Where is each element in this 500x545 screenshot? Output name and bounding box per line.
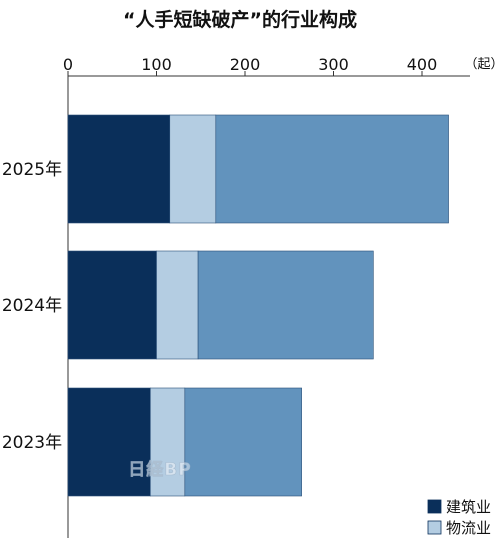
bar-2024-segment-2	[156, 250, 199, 360]
bar-2023-segment-2	[150, 387, 186, 497]
bar-2025-segment-1	[67, 114, 171, 224]
x-tick-label-0: 0	[63, 55, 73, 74]
category-label-2024: 2024年	[2, 296, 62, 316]
x-tick-label-400: 400	[407, 55, 438, 74]
x-tick-label-100: 100	[141, 55, 172, 74]
bar-2025-segment-2	[169, 114, 217, 224]
x-tick-label-200: 200	[230, 55, 261, 74]
chart-title: “人手短缺破产”的行业构成	[123, 8, 357, 31]
watermark: 日経BP	[128, 459, 191, 480]
bar-2023-segment-1	[67, 387, 151, 497]
unit-label: （起）	[464, 57, 500, 72]
x-axis: 0 100 200 300 400 （起）	[63, 55, 500, 538]
bar-2025-segment-3	[215, 114, 449, 224]
legend-swatch-1	[427, 499, 442, 514]
legend-label-1: 建筑业	[446, 498, 491, 516]
legend-label-2: 物流业	[446, 519, 491, 537]
category-label-2023: 2023年	[2, 433, 62, 453]
bar-2023-segment-3	[184, 387, 302, 497]
bars	[67, 114, 449, 497]
legend-swatch-2	[427, 520, 442, 535]
x-tick-label-300: 300	[318, 55, 349, 74]
category-labels: 2025年 2024年 2023年	[2, 160, 62, 453]
bar-2024-segment-3	[197, 250, 374, 360]
category-label-2025: 2025年	[2, 160, 62, 180]
bar-2024-segment-1	[67, 250, 157, 360]
